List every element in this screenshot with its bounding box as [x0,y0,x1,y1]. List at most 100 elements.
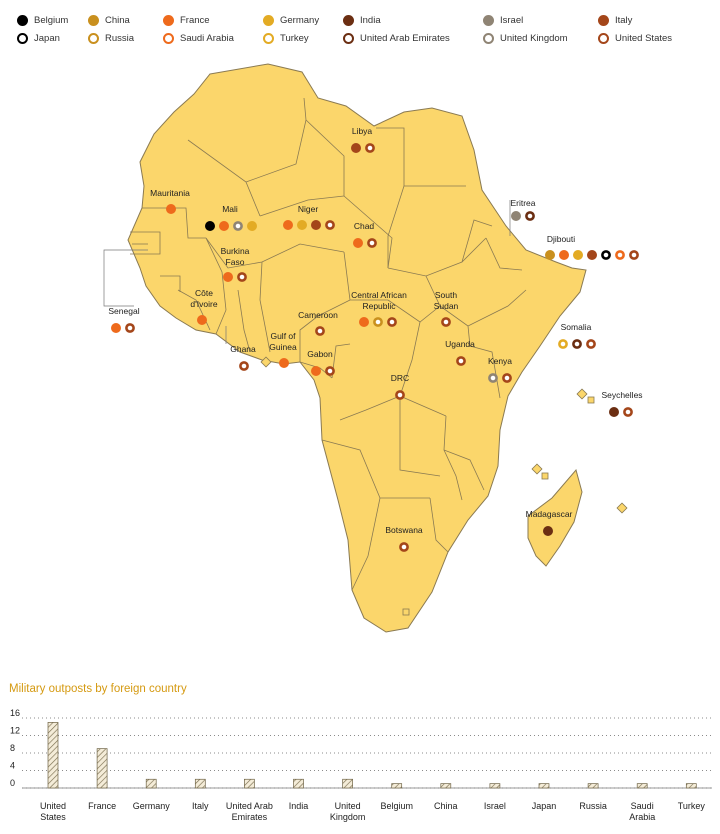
bar-germany [145,778,157,789]
map-label-eritrea: Eritrea [510,198,535,208]
legend-label: United Kingdom [500,33,568,44]
outpost-marker-united-states [315,326,325,336]
legend-label: Germany [280,15,320,26]
legend-label: China [105,15,130,26]
x-tick-label: France [88,801,116,811]
country-border [237,289,251,353]
island-marker [260,356,272,368]
y-tick-label: 8 [10,743,15,753]
legend-marker-dot-icon [263,15,274,26]
outpost-marker-united-states [125,323,135,333]
country-border [485,237,523,271]
outpost-marker-germany [297,220,307,230]
outpost-marker-germany [247,221,257,231]
outpost-marker-united-kingdom [488,373,498,383]
y-tick-label: 16 [10,708,20,718]
country-border [399,321,447,417]
x-tick-label: Japan [532,801,557,811]
outpost-marker-united-states [367,238,377,248]
bar-united-kingdom [342,778,353,789]
map-label-c-te-d-ivoire: Côte d'Ivoire [190,288,217,309]
chart-title: Military outposts by foreign country [9,683,187,695]
outpost-marker-france [279,358,289,368]
island-marker [531,463,543,475]
outpost-marker-italy [311,220,321,230]
map-label-libya: Libya [352,126,373,136]
country-border [303,97,307,121]
legend-item-united-kingdom: United Kingdom [483,33,568,44]
legend-item-france: France [163,15,210,26]
map-label-somalia: Somalia [561,322,592,332]
legend-label: Turkey [280,33,309,44]
country-border [130,231,161,255]
outpost-marker-france [197,315,207,325]
outpost-marker-united-states [325,220,335,230]
outpost-marker-united-states [456,356,466,366]
outpost-marker-russia [373,317,383,327]
bar-united-arab-emirates [244,778,255,789]
legend-marker-ring-icon [483,33,494,44]
legend-marker-dot-icon [88,15,99,26]
bar-chart: 0 4 8 12 16 United States France Germany Italy Un… [10,708,712,822]
map-label-central-african-republic: Central African Republic [351,290,407,311]
x-tick-label: Russia [579,801,607,811]
map-label-botswana: Botswana [385,525,423,535]
outpost-marker-united-states [586,339,596,349]
country-border [331,343,351,379]
country-border [399,396,441,477]
x-tick-label: United States [40,801,66,822]
bar-israel [489,783,501,789]
africa-map: Libya Mauritania Mali Niger Chad Eritrea Djibo… [103,63,643,633]
island-marker [541,472,549,480]
country-border [343,195,393,269]
outpost-marker-germany [573,250,583,260]
map-label-seychelles: Seychelles [601,390,642,400]
map-label-niger: Niger [298,204,318,214]
outpost-marker-united-states [629,250,639,260]
outpost-marker-united-states [365,143,375,153]
outpost-marker-india [609,407,619,417]
bar-belgium [391,783,403,789]
country-border [351,497,381,591]
outpost-marker-france [311,366,321,376]
legend-label: Israel [500,15,524,26]
legend-label: Italy [615,15,633,26]
legend-item-italy: Italy [598,15,632,26]
bar-china [440,783,452,789]
legend-item-germany: Germany [263,15,319,26]
map-label-mauritania: Mauritania [150,188,190,198]
country-border [376,127,466,187]
legend-label: United Arab Emirates [360,33,450,44]
outpost-marker-japan [601,250,611,260]
x-tick-label: United Kingdom [330,801,366,822]
outpost-marker-saudi-arabia [615,250,625,260]
legend-item-russia: Russia [88,33,134,44]
legend-marker-ring-icon [163,33,174,44]
outpost-marker-france [359,317,369,327]
country-border [321,439,430,499]
map-label-uganda: Uganda [445,339,475,349]
x-tick-label: Germany [133,801,171,811]
x-tick-label: Belgium [380,801,413,811]
map-label-south-sudan: South Sudan [434,290,459,311]
leader-line [103,249,148,307]
map-label-burkina-faso: Burkina Faso [221,246,250,267]
x-tick-label: China [434,801,458,811]
country-border [387,237,487,277]
map-label-djibouti: Djibouti [547,234,575,244]
outpost-marker-italy [587,250,597,260]
country-border [245,119,307,183]
outpost-marker-india [543,526,553,536]
outpost-marker-france [111,323,121,333]
outpost-marker-united-states [325,366,335,376]
bar-italy [194,778,206,789]
outpost-marker-france [283,220,293,230]
map-label-mali: Mali [222,204,238,214]
legend-item-united-states: United States [598,33,672,44]
legend-item-belgium: Belgium [17,15,68,26]
country-border [387,185,405,268]
outpost-marker-france [353,238,363,248]
bar-france [96,748,108,789]
x-tick-label: Turkey [678,801,706,811]
country-border [205,237,227,335]
